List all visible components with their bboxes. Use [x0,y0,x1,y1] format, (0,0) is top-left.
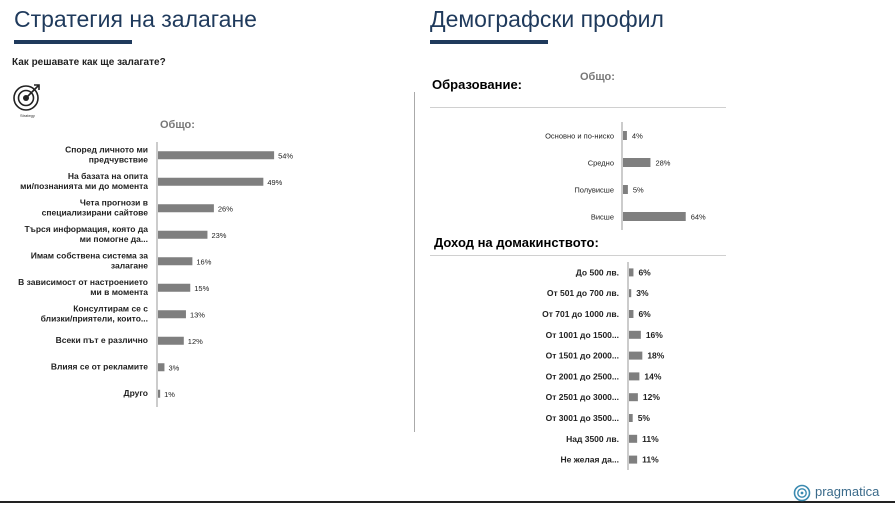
education-value-label: 64% [691,213,706,222]
strategy-category-label: Друго [124,388,148,398]
income-bar [629,351,643,360]
income-value-label: 6% [638,267,651,277]
education-subtitle: Общо: [580,71,615,83]
income-category-label: До 500 лв. [576,267,619,277]
income-bar [629,268,634,277]
strategy-category-label: Консултирам се с близки/приятели, които..… [41,303,149,323]
strategy-bar [158,363,165,372]
strategy-value-label: 15% [194,284,209,293]
income-bar [629,372,640,381]
education-value-label: 28% [655,159,670,168]
strategy-category-label: Търся информация, която да ми помогне да.… [24,224,148,244]
income-heading: Доход на домакинството: [434,235,599,250]
strategy-category-label: В зависимост от настроението ми в момента [18,277,148,297]
left-subtitle: Общо: [160,119,195,131]
education-heading: Образование: [432,77,523,92]
strategy-question: Как решавате как ще залагате? [12,57,166,68]
strategy-value-label: 54% [278,151,293,160]
education-bar [623,212,686,221]
income-category-label: От 2501 до 3000... [546,392,619,402]
footer-line [0,501,895,503]
income-value-label: 12% [643,392,660,402]
strategy-bar [158,230,208,239]
income-bar [629,289,632,298]
right-title-underline [430,40,548,44]
income-category-label: От 701 до 1000 лв. [542,309,619,319]
education-separator [430,107,726,108]
income-value-label: 11% [642,434,659,444]
strategy-value-label: 12% [188,337,203,346]
strategy-bar [158,310,186,319]
strategy-category-label: Влияя се от рекламите [51,361,148,371]
income-bar [629,310,634,318]
income-bar [629,414,633,422]
strategy-value-label: 1% [164,390,175,399]
income-bar [629,434,638,443]
strategy-bar [158,257,193,266]
income-category-label: От 3001 до 3500... [546,413,619,423]
income-category-label: От 2001 до 2500... [546,371,619,381]
strategy-bar [158,336,184,345]
strategy-category-label: На базата на опита ми/познанията ми до мо… [20,171,148,191]
pragmatica-logo-text: pragmatica [815,484,880,499]
education-bar [623,158,651,167]
income-bar [629,455,638,464]
left-title-underline [14,40,132,44]
income-value-label: 16% [646,330,663,340]
strategy-value-label: 23% [211,231,226,240]
left-title: Стратегия на залагане [14,6,257,32]
income-category-label: От 1501 до 2000... [546,351,619,361]
strategy-category-label: Имам собствена система за залагане [31,250,149,270]
pragmatica-logo-icon [793,484,811,502]
strategy-category-label: Всеки път е различно [56,335,148,345]
strategy-chart: 54% Според личното ми предчувствие 49% На ба… [18,142,293,407]
income-separator [430,255,726,256]
income-bar [629,330,641,339]
strategy-category-label: Чета прогнози в специализирани сайтове [42,197,149,217]
strategy-bar [158,204,214,213]
strategy-value-label: 13% [190,310,205,319]
income-category-label: От 501 до 700 лв. [547,288,619,298]
strategy-value-label: 49% [267,178,282,187]
education-bar [623,185,628,194]
income-value-label: 6% [638,309,651,319]
education-category-label: Полувисше [574,186,614,195]
education-category-label: Висше [591,213,614,222]
section-divider [414,92,415,432]
strategy-bar [158,177,264,186]
strategy-value-label: 16% [196,257,211,266]
income-category-label: Не желая да... [560,455,619,465]
income-category-label: От 1001 до 1500... [546,330,619,340]
income-bar [629,393,638,402]
strategy-value-label: 26% [218,204,233,213]
income-value-label: 14% [644,371,661,381]
income-value-label: 18% [647,351,664,361]
strategy-category-label: Според личното ми предчувствие [65,144,148,164]
education-value-label: 4% [632,132,643,141]
income-chart: 6% До 500 лв. 3% От 501 до 700 лв. 6% От 701 … [542,262,665,470]
education-chart: 4% Основно и по-ниско 28% Средно 5% Полувисше… [545,122,706,230]
income-value-label: 11% [642,455,659,465]
strategy-bar [158,283,191,292]
income-value-label: 5% [638,413,651,423]
income-category-label: Над 3500 лв. [566,434,619,444]
target-icon: Strategy [12,82,42,118]
education-value-label: 5% [633,186,644,195]
education-category-label: Основно и по-ниско [545,132,614,141]
strategy-bar [158,151,275,160]
education-category-label: Средно [588,159,614,168]
income-value-label: 3% [636,288,649,298]
strategy-bar [158,389,161,398]
education-bar [623,131,627,140]
right-title: Демографски профил [430,6,664,32]
strategy-value-label: 3% [168,363,179,372]
target-icon-label: Strategy [20,113,35,118]
